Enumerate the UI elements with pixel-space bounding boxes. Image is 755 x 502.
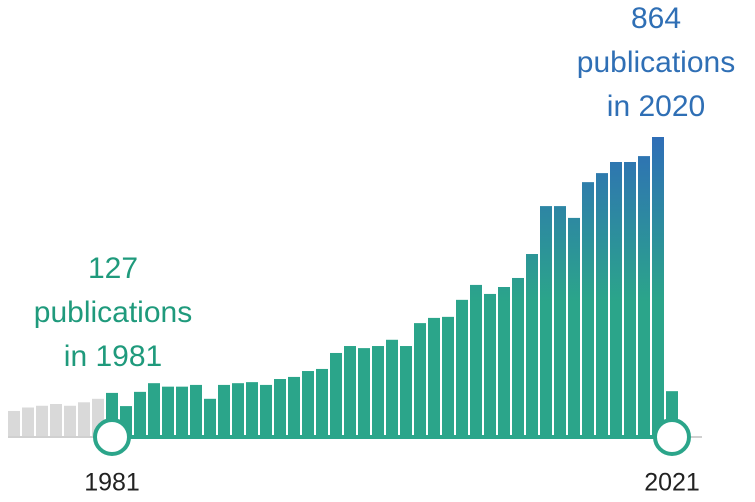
bar [260,384,272,437]
bar [582,182,594,437]
bar [610,162,622,437]
bar [358,348,370,437]
bar [176,386,188,437]
bar [596,173,608,437]
bar [624,162,636,437]
bar [442,316,454,437]
bar [162,386,174,437]
bar [50,404,62,437]
range-handle[interactable] [653,418,691,456]
bar [526,254,538,437]
bar [540,206,552,437]
bar [232,383,244,437]
x-tick-label: 1981 [84,469,140,497]
bar [386,339,398,437]
bar [316,368,328,437]
x-tick-label: 2021 [644,469,700,497]
bar [148,383,160,437]
annotation: in 2020 [607,90,705,123]
bar [288,376,300,437]
bar [246,382,258,437]
annotation: publications [34,296,192,329]
bar [134,391,146,437]
bar [78,402,90,437]
bar [484,293,496,437]
bar [36,405,48,437]
bar [638,156,650,437]
bar [8,410,20,437]
bar [330,352,342,437]
bar [22,407,34,437]
bar [64,405,76,437]
annotation: 864 [631,2,681,35]
bar [512,277,524,437]
bar [554,206,566,437]
bar [470,284,482,437]
annotation: in 1981 [64,340,162,373]
bar [190,384,202,437]
bar [218,384,230,437]
bar [414,323,426,437]
bar [274,379,286,437]
bar [568,217,580,437]
bar [302,371,314,437]
bar [428,317,440,437]
bar [652,137,664,437]
bar [498,287,510,437]
bar [400,346,412,437]
bar [344,346,356,437]
bar [372,346,384,437]
range-handle[interactable] [93,418,131,456]
bar [456,299,468,437]
bar [204,398,216,437]
annotation: publications [577,46,735,79]
annotation: 127 [88,252,138,285]
